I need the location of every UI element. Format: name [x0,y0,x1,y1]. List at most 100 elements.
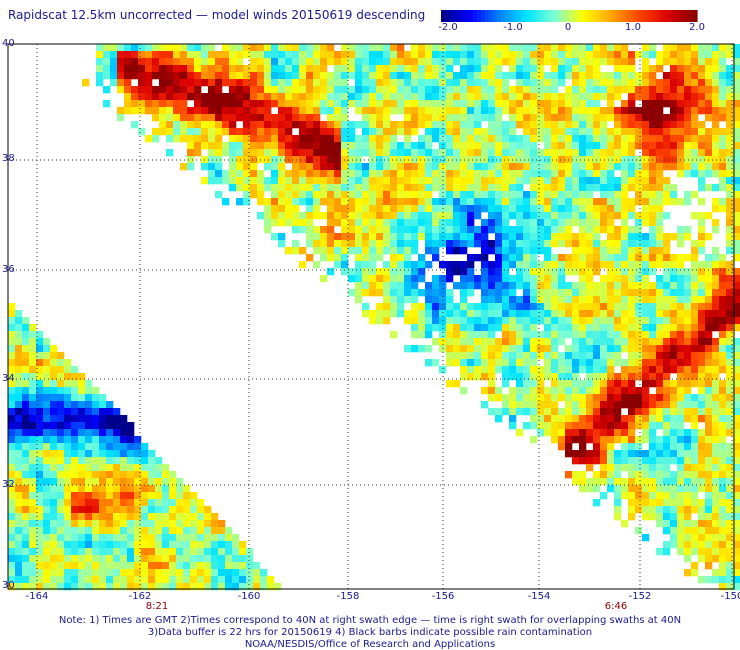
swath-cell [141,499,149,507]
swath-cell [579,58,587,66]
swath-cell [218,555,226,563]
swath-cell [691,408,699,416]
swath-cell [726,142,734,150]
swath-cell [691,464,699,472]
swath-cell [656,205,664,213]
swath-cell [649,331,657,339]
swath-cell [586,212,594,220]
swath-cell [397,44,405,52]
swath-cell [635,198,643,206]
swath-cell [663,520,671,528]
swath-cell [369,191,377,199]
swath-cell [369,58,377,66]
swath-cell [474,275,482,283]
swath-cell [544,282,552,290]
swath-cell [523,345,531,353]
swath-cell [642,107,650,115]
swath-cell [677,121,685,129]
swath-cell [663,184,671,192]
swath-cell [551,163,559,171]
swath-cell [523,401,531,409]
swath-cell [71,541,79,549]
swath-cell [411,331,419,339]
swath-cell [635,275,643,283]
swath-cell [166,79,174,87]
swath-cell [474,240,482,248]
swath-cell [495,177,503,185]
swath-cell [488,296,496,304]
swath-cell [243,135,251,143]
swath-cell [488,142,496,150]
swath-cell [418,142,426,150]
swath-cell [36,576,44,584]
swath-cell [15,338,23,346]
swath-cell [201,93,209,101]
swath-cell [453,79,461,87]
swath-cell [572,65,580,73]
swath-cell [418,275,426,283]
swath-cell [733,569,740,577]
swath-cell [537,422,545,430]
swath-cell [537,268,545,276]
swath-cell [390,275,398,283]
swath-cell [460,268,468,276]
swath-cell [565,345,573,353]
swath-cell [369,205,377,213]
swath-cell [509,303,517,311]
swath-cell [36,415,44,423]
swath-cell [614,261,622,269]
swath-cell [36,569,44,577]
swath-cell [628,506,636,514]
swath-cell [670,366,678,374]
swath-cell [572,198,580,206]
swath-cell [390,240,398,248]
swath-cell [551,254,559,262]
swath-cell [677,275,685,283]
swath-cell [551,387,559,395]
swath-cell [355,58,363,66]
colorbar-cell [641,10,646,22]
swath-cell [698,436,706,444]
swath-cell [113,583,121,591]
swath-cell [194,44,202,52]
swath-cell [127,422,135,430]
swath-cell [460,86,468,94]
swath-cell [43,373,51,381]
swath-cell [565,121,573,129]
swath-cell [327,128,335,136]
swath-cell [106,408,114,416]
swath-cell [684,478,692,486]
swath-cell [341,184,349,192]
swath-cell [43,387,51,395]
swath-cell [460,310,468,318]
swath-cell [71,387,79,395]
swath-cell [516,121,524,129]
swath-cell [22,352,30,360]
swath-cell [306,135,314,143]
swath-cell [404,177,412,185]
swath-cell [537,135,545,143]
swath-cell [96,51,104,59]
swath-cell [572,128,580,136]
swath-cell [642,373,650,381]
swath-cell [467,65,475,73]
swath-cell [50,436,58,444]
swath-cell [586,310,594,318]
swath-cell [204,576,212,584]
swath-cell [649,345,657,353]
swath-cell [614,177,622,185]
swath-cell [488,247,496,255]
swath-cell [705,380,713,388]
swath-cell [712,79,720,87]
swath-cell [127,506,135,514]
swath-cell [362,282,370,290]
swath-cell [243,121,251,129]
swath-cell [131,72,139,80]
swath-cell [64,443,72,451]
swath-cell [155,583,163,591]
swath-cell [635,282,643,290]
swath-cell [127,562,135,570]
swath-cell [155,555,163,563]
swath-cell [502,170,510,178]
swath-cell [334,107,342,115]
